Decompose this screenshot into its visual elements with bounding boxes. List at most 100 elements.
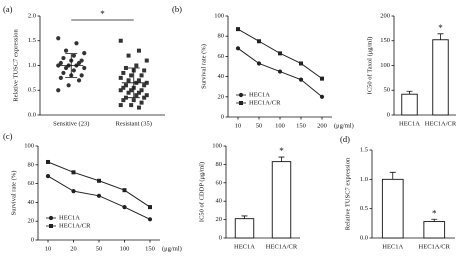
y-tick-label: 0.0 [360, 234, 368, 241]
point [126, 90, 131, 95]
point [123, 65, 128, 70]
point [118, 103, 123, 108]
point [63, 48, 69, 53]
point [136, 105, 141, 110]
bar [423, 221, 446, 239]
point [123, 83, 128, 88]
point [58, 60, 63, 66]
point [56, 36, 61, 41]
y-tick-label: 40 [218, 73, 225, 80]
point [121, 85, 126, 90]
x-tick-label: Resistant (35) [116, 120, 152, 127]
x-tick-label: 10 [45, 245, 52, 252]
point [121, 70, 126, 75]
panel-label: (a) [3, 4, 13, 14]
y-tick-label: 0.5 [28, 87, 36, 94]
point [121, 98, 126, 103]
point [58, 75, 63, 80]
x-tick-label: HEC1A/CR [425, 120, 457, 127]
sd-bar [65, 53, 78, 78]
point [139, 100, 144, 105]
point [61, 55, 66, 61]
y-tick-label: 0 [387, 111, 390, 118]
point [71, 53, 76, 58]
point [148, 205, 152, 210]
x-axis-label: (μg/ml) [334, 122, 354, 129]
x-tick-label: 100 [120, 245, 130, 252]
point [144, 58, 149, 63]
x-tick-label: HEC1A [382, 243, 403, 250]
y-tick-label: 1.0 [360, 176, 368, 183]
significance: * [432, 208, 437, 218]
x-tick-label: 10 [235, 122, 242, 129]
point [298, 77, 304, 82]
y-tick-label: 0.5 [360, 205, 368, 212]
legend-marker [49, 224, 53, 228]
y-tick-label: 80 [28, 161, 35, 168]
point [76, 60, 82, 66]
point [319, 94, 325, 99]
error-bar [278, 156, 285, 162]
bar [381, 178, 404, 239]
point [136, 90, 141, 95]
y-tick-label: 20 [218, 93, 225, 100]
y-tick-label: 1.5 [28, 37, 36, 44]
legend-label: HEC1A/CR [59, 222, 91, 229]
point [134, 93, 139, 98]
legend-label: HEC1A/CR [249, 99, 281, 106]
point [118, 38, 123, 43]
error-bar [437, 33, 444, 40]
y-axis-label: IC50 of Taxol (μg/ml) [366, 37, 373, 95]
significance: * [100, 9, 105, 19]
point [66, 83, 71, 88]
significance: * [279, 146, 284, 156]
legend-marker [239, 101, 243, 105]
y-tick-label: 100 [214, 12, 224, 19]
y-tick-label: 80 [216, 161, 223, 168]
y-axis-label: Relative TUSC7 expression [12, 29, 19, 102]
point [278, 51, 282, 56]
y-axis-label: IC50 of CDDP (μg/ml) [198, 162, 205, 222]
legend-marker [48, 215, 54, 221]
y-tick-label: 0 [31, 236, 34, 243]
x-tick-label: Sensitive (23) [53, 120, 89, 127]
point [122, 205, 127, 210]
y-axis-label: Survival rate (%) [200, 44, 207, 89]
y-tick-label: 200 [380, 12, 390, 19]
y-tick-label: 150 [380, 37, 390, 44]
point [147, 217, 153, 222]
y-tick-label: 0 [221, 113, 224, 120]
x-tick-label: HEC1A [234, 243, 255, 250]
y-tick-label: 100 [212, 142, 222, 149]
point [71, 170, 76, 175]
point [56, 63, 61, 68]
x-tick-label: HEC1A/CR [419, 243, 451, 250]
point [71, 189, 76, 194]
point [56, 88, 61, 93]
x-tick-label: HEC1A/CR [266, 243, 298, 250]
panel-label: (c) [3, 131, 13, 141]
x-axis-label: (μg/ml) [162, 245, 182, 252]
legend-label: HEC1A [249, 91, 270, 98]
point [63, 65, 69, 71]
point [256, 61, 262, 66]
y-tick-label: 1.5 [360, 146, 368, 153]
point [299, 61, 303, 66]
y-tick-label: 20 [216, 216, 223, 223]
point [236, 27, 240, 32]
point [136, 78, 141, 83]
x-tick-label: 150 [145, 245, 155, 252]
y-tick-label: 0.0 [28, 111, 36, 118]
point [134, 63, 139, 68]
y-tick-label: 100 [24, 142, 34, 149]
point [82, 51, 87, 56]
error-bar [406, 90, 413, 95]
y-tick-label: 40 [216, 198, 223, 205]
y-tick-label: 50 [384, 87, 391, 94]
point [97, 178, 101, 183]
bar [432, 39, 449, 116]
point [129, 73, 134, 78]
bar [271, 161, 292, 239]
